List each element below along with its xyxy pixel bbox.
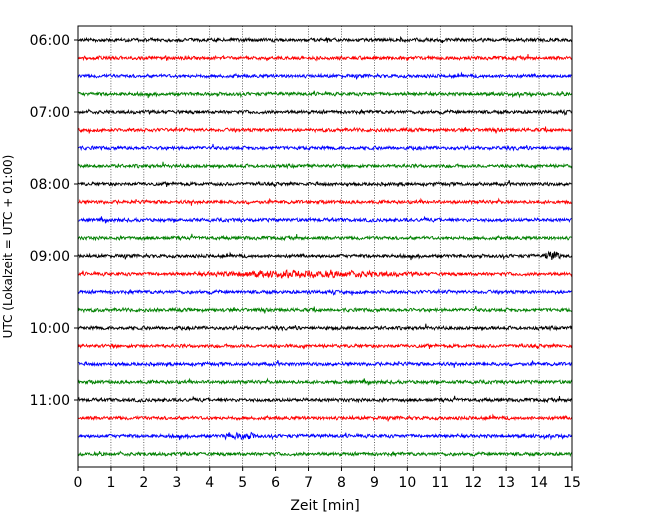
trace-0915 xyxy=(77,269,573,279)
trace-1115 xyxy=(77,413,573,422)
trace-0715 xyxy=(77,126,572,134)
trace-0900 xyxy=(77,250,573,261)
trace-0615 xyxy=(77,54,572,62)
trace-0845 xyxy=(77,233,572,242)
x-tick-label: 6 xyxy=(271,475,280,491)
y-tick-label: 10:00 xyxy=(30,321,70,337)
trace-0945 xyxy=(77,305,572,314)
x-tick-label: 10 xyxy=(398,475,416,491)
trace-0730 xyxy=(77,143,572,152)
trace-0830 xyxy=(77,215,572,224)
x-tick-label: 11 xyxy=(431,475,449,491)
trace-1045 xyxy=(77,377,573,386)
x-tick-label: 3 xyxy=(172,475,181,491)
x-tick-label: 7 xyxy=(304,475,313,491)
grid-lines xyxy=(110,26,540,467)
trace-0745 xyxy=(77,161,573,170)
x-tick-label: 14 xyxy=(530,475,548,491)
x-axis-ticks: 0 1 2 3 4 5 6 7 8 9 10 11 12 13 14 15 xyxy=(74,467,581,491)
trace-0930 xyxy=(77,288,572,296)
x-tick-label: 5 xyxy=(238,475,247,491)
trace-1030 xyxy=(77,359,573,368)
x-axis-label: Zeit [min] xyxy=(290,498,359,514)
trace-1145 xyxy=(77,450,573,458)
y-tick-label: 09:00 xyxy=(30,249,70,265)
trace-0600 xyxy=(77,35,573,44)
y-axis-ticks: 06:00 07:00 08:00 09:00 10:00 11:00 xyxy=(30,33,78,409)
trace-0800 xyxy=(77,180,572,188)
y-tick-label: 11:00 xyxy=(30,393,70,409)
x-tick-label: 8 xyxy=(337,475,346,491)
x-tick-label: 1 xyxy=(106,475,115,491)
trace-0700 xyxy=(77,108,572,116)
x-tick-label: 12 xyxy=(464,475,482,491)
seismic-traces xyxy=(77,35,573,458)
y-axis-label: UTC (Lokalzeit = UTC + 01:00) xyxy=(1,155,15,339)
plot-frame xyxy=(77,25,573,468)
y-tick-label: 07:00 xyxy=(30,105,70,121)
x-tick-label: 13 xyxy=(497,475,515,491)
trace-1130 xyxy=(77,431,573,441)
x-tick-label: 15 xyxy=(563,475,581,491)
trace-1100 xyxy=(77,395,573,404)
x-tick-label: 9 xyxy=(370,475,379,491)
trace-1015 xyxy=(77,342,573,350)
y-tick-label: 06:00 xyxy=(30,33,70,49)
x-tick-label: 4 xyxy=(205,475,214,491)
trace-0645 xyxy=(77,90,573,99)
x-tick-label: 0 xyxy=(74,475,83,491)
y-tick-label: 08:00 xyxy=(30,177,70,193)
trace-0630 xyxy=(77,71,572,80)
x-tick-label: 2 xyxy=(139,475,148,491)
trace-1000 xyxy=(77,323,573,332)
trace-0815 xyxy=(77,197,573,206)
